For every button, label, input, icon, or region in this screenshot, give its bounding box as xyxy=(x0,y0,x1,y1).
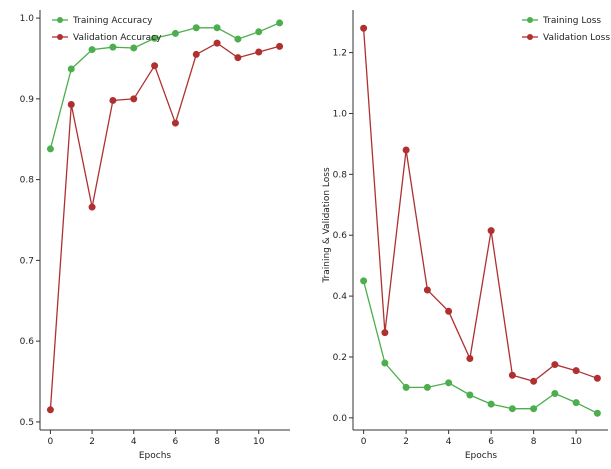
accuracy-legend-label: Validation Accuracy xyxy=(73,33,162,43)
accuracy-data-point xyxy=(88,46,96,54)
accuracy-legend-entry: Validation Accuracy xyxy=(52,33,162,43)
accuracy-data-point xyxy=(255,28,263,36)
loss-y-tick-label: 1.0 xyxy=(333,109,348,119)
accuracy-chart: Epochs 0 2 4 6 8 10 0.5 0.6 0.7 0.8 0.9 1.0 Training… xyxy=(20,10,290,461)
loss-data-point xyxy=(487,400,495,408)
loss-data-point xyxy=(466,391,474,399)
accuracy-y-tick-label: 1.0 xyxy=(20,14,35,24)
loss-x-tick-label: 4 xyxy=(446,437,452,447)
loss-y-tick-label: 0.6 xyxy=(333,231,348,241)
accuracy-data-point xyxy=(213,24,221,32)
loss-data-point xyxy=(360,24,368,32)
accuracy-data-point xyxy=(276,19,284,27)
loss-data-point xyxy=(487,227,495,235)
loss-legend-entry: Validation Loss xyxy=(522,33,610,43)
accuracy-x-tick-label: 10 xyxy=(253,437,265,447)
loss-data-point xyxy=(402,383,410,391)
accuracy-legend-label: Training Accuracy xyxy=(72,16,153,26)
loss-data-point xyxy=(445,307,453,315)
accuracy-data-point xyxy=(255,48,263,56)
accuracy-data-point xyxy=(130,95,138,103)
accuracy-legend-marker xyxy=(57,34,63,40)
loss-x-tick-label: 0 xyxy=(361,437,367,447)
accuracy-data-point xyxy=(171,119,179,127)
loss-data-point xyxy=(381,359,389,367)
loss-x-tick-label: 2 xyxy=(403,437,409,447)
loss-legend-label: Training Loss xyxy=(542,16,601,26)
loss-chart: Epochs Training & Validation Loss 0 2 4 6 8 1… xyxy=(322,10,610,461)
loss-legend-marker xyxy=(527,34,533,40)
loss-data-point xyxy=(402,146,410,154)
loss-data-point xyxy=(423,383,431,391)
loss-y-tick-label: 1.2 xyxy=(333,49,347,59)
loss-x-axis-label: Epochs xyxy=(465,451,498,461)
accuracy-y-tick-label: 0.9 xyxy=(20,95,35,105)
accuracy-data-point xyxy=(234,54,242,62)
loss-data-point xyxy=(572,367,580,375)
loss-legend-label: Validation Loss xyxy=(543,33,610,43)
loss-x-tick-label: 6 xyxy=(488,437,494,447)
loss-series-line-1 xyxy=(362,28,598,383)
accuracy-series-line-1 xyxy=(49,42,280,410)
accuracy-x-tick-label: 2 xyxy=(89,437,95,447)
loss-x-tick-label: 8 xyxy=(531,437,537,447)
accuracy-x-tick-label: 6 xyxy=(173,437,179,447)
accuracy-y-tick-label: 0.6 xyxy=(20,337,35,347)
accuracy-data-point xyxy=(46,145,54,153)
loss-data-point xyxy=(572,399,580,407)
loss-series-line-0 xyxy=(362,280,598,414)
accuracy-x-tick-label: 4 xyxy=(131,437,137,447)
accuracy-data-point xyxy=(67,65,75,73)
loss-data-point xyxy=(530,405,538,413)
loss-data-point xyxy=(508,371,516,379)
loss-y-axis-label: Training & Validation Loss xyxy=(322,167,332,284)
accuracy-data-point xyxy=(109,96,117,104)
accuracy-x-axis-label: Epochs xyxy=(139,451,172,461)
loss-data-point xyxy=(551,389,559,397)
accuracy-y-tick-label: 0.5 xyxy=(20,418,34,428)
accuracy-data-point xyxy=(151,34,159,42)
loss-legend-entry: Training Loss xyxy=(522,16,601,26)
accuracy-data-point xyxy=(67,101,75,108)
accuracy-data-point xyxy=(192,50,200,58)
accuracy-data-point xyxy=(171,29,179,37)
loss-data-point xyxy=(445,379,453,387)
loss-y-tick-label: 0.8 xyxy=(333,170,348,180)
accuracy-x-tick-label: 0 xyxy=(48,437,54,447)
accuracy-legend-entry: Training Accuracy xyxy=(52,16,153,26)
accuracy-data-point xyxy=(151,62,159,70)
loss-y-tick-label: 0.2 xyxy=(333,353,347,363)
accuracy-data-point xyxy=(234,35,242,43)
loss-legend-marker xyxy=(527,17,533,23)
loss-data-point xyxy=(381,329,389,337)
loss-data-point xyxy=(593,374,601,382)
loss-y-tick-label: 0.4 xyxy=(333,292,348,302)
loss-data-point xyxy=(360,277,368,285)
loss-data-point xyxy=(593,409,601,417)
loss-data-point xyxy=(551,361,559,369)
accuracy-data-point xyxy=(192,24,200,32)
loss-y-tick-label: 0.0 xyxy=(333,414,348,424)
accuracy-data-point xyxy=(88,203,96,211)
loss-data-point xyxy=(530,377,538,385)
accuracy-data-point xyxy=(130,44,138,52)
loss-x-tick-label: 10 xyxy=(570,437,582,447)
loss-data-point xyxy=(466,354,474,362)
accuracy-x-tick-label: 8 xyxy=(214,437,220,447)
accuracy-series-line-0 xyxy=(49,22,280,150)
accuracy-data-point xyxy=(109,43,117,51)
accuracy-legend-marker xyxy=(57,17,63,23)
accuracy-y-tick-label: 0.8 xyxy=(20,176,35,186)
loss-data-point xyxy=(508,405,516,413)
accuracy-data-point xyxy=(46,406,54,414)
accuracy-data-point xyxy=(276,42,284,50)
accuracy-y-tick-label: 0.7 xyxy=(20,256,34,266)
accuracy-data-point xyxy=(213,39,221,47)
loss-data-point xyxy=(423,286,431,294)
